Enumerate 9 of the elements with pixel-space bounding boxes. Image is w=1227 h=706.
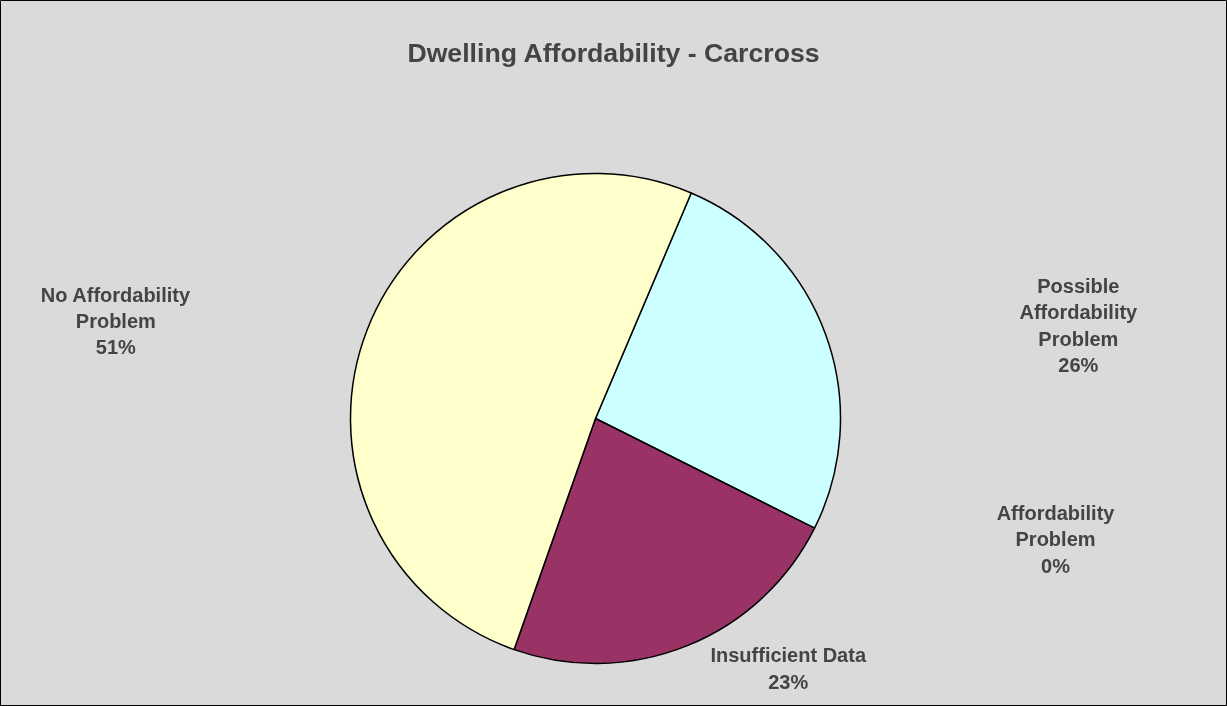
data-label: 51% [95, 336, 137, 359]
chart-title: Dwelling Affordability - Carcross [407, 37, 820, 68]
slice-label: Insufficient Data [710, 644, 867, 667]
category-label: Affordability Problem [996, 501, 1115, 551]
slice-label: Possible Affordability Problem [1019, 274, 1139, 350]
text: 0% [1041, 554, 1070, 577]
slice-label: No Affordability Problem [40, 283, 191, 333]
data-label: 23% [768, 670, 809, 693]
data-label: 26% [1058, 354, 1099, 377]
